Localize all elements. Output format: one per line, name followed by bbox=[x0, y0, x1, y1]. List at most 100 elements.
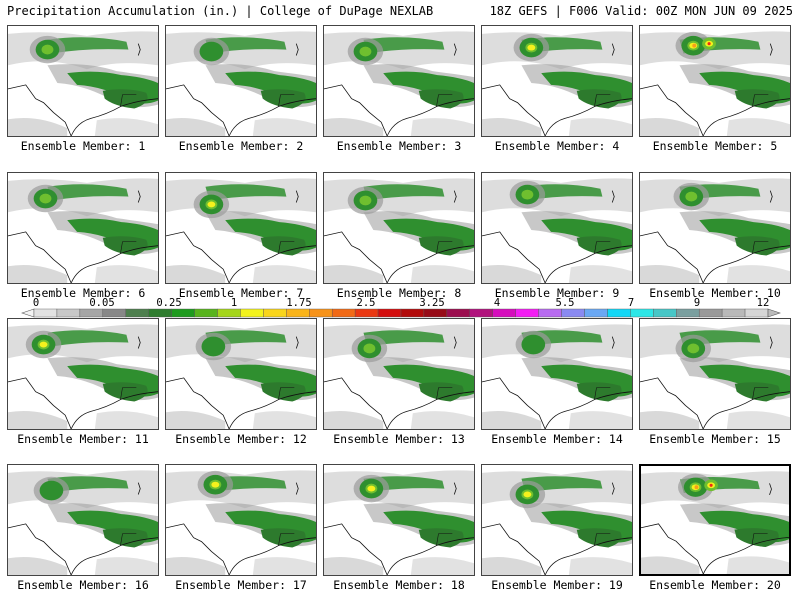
ensemble-map-panel bbox=[481, 464, 633, 576]
colorbar-tick-label: 9 bbox=[693, 297, 701, 309]
colorbar-swatch bbox=[217, 308, 241, 318]
precip-map bbox=[324, 31, 474, 136]
precip-map bbox=[640, 178, 790, 283]
precip-map bbox=[166, 324, 316, 429]
ensemble-member-label: Ensemble Member: 6 bbox=[20, 286, 146, 300]
colorbar-swatch bbox=[102, 308, 126, 318]
ensemble-map-panel bbox=[7, 25, 159, 137]
ensemble-map-panel bbox=[639, 318, 791, 430]
colorbar-swatch bbox=[469, 308, 493, 318]
colorbar-swatch bbox=[492, 308, 516, 318]
precip-map bbox=[641, 471, 789, 574]
precip-map bbox=[324, 178, 474, 283]
colorbar-swatch bbox=[331, 308, 356, 318]
ensemble-map-panel bbox=[639, 25, 791, 137]
colorbar-swatch bbox=[33, 308, 58, 318]
chart-title: Precipitation Accumulation (in.) | Colle… bbox=[7, 4, 434, 18]
ensemble-map-panel bbox=[323, 318, 475, 430]
precip-map bbox=[166, 31, 316, 136]
ensemble-map-panel bbox=[165, 464, 317, 576]
precip-map bbox=[482, 178, 632, 283]
ensemble-map-panel bbox=[165, 172, 317, 284]
precip-map bbox=[8, 31, 158, 136]
ensemble-map-panel bbox=[165, 318, 317, 430]
colorbar-tick-label: 4 bbox=[493, 297, 501, 309]
model-run-info: 18Z GEFS | F006 Valid: 00Z MON JUN 09 20… bbox=[489, 4, 793, 18]
colorbar-swatch bbox=[240, 308, 264, 318]
colorbar-swatch bbox=[286, 308, 310, 318]
colorbar-tick-label: 0.25 bbox=[156, 297, 182, 309]
ensemble-map-panel bbox=[481, 25, 633, 137]
ensemble-map-panel bbox=[165, 25, 317, 137]
ensemble-member-label: Ensemble Member: 18 bbox=[333, 578, 465, 592]
precip-map bbox=[640, 31, 790, 136]
colorbar-swatch bbox=[561, 308, 585, 318]
colorbar-swatch bbox=[607, 308, 631, 318]
colorbar-swatch bbox=[423, 308, 448, 318]
ensemble-member-label: Ensemble Member: 13 bbox=[333, 432, 465, 446]
colorbar-swatch bbox=[400, 308, 425, 318]
colorbar-tick-label: 5.5 bbox=[555, 297, 575, 309]
colorbar-swatch bbox=[653, 308, 677, 318]
colorbar-tick-label: 1 bbox=[230, 297, 238, 309]
ensemble-map-panel bbox=[7, 318, 159, 430]
colorbar-tick-label: 2.5 bbox=[356, 297, 376, 309]
ensemble-map-panel bbox=[7, 464, 159, 576]
precip-map bbox=[482, 470, 632, 575]
ensemble-member-label: Ensemble Member: 16 bbox=[17, 578, 149, 592]
precip-map bbox=[166, 178, 316, 283]
colorbar-tick-label: 12 bbox=[756, 297, 770, 309]
ensemble-member-label: Ensemble Member: 15 bbox=[649, 432, 781, 446]
colorbar-tick-label: 0.05 bbox=[89, 297, 115, 309]
colorbar-swatch bbox=[721, 308, 746, 318]
colorbar-swatch bbox=[263, 308, 287, 318]
ensemble-member-label: Ensemble Member: 20 bbox=[649, 578, 781, 592]
colorbar-swatch bbox=[744, 308, 769, 318]
ensemble-member-label: Ensemble Member: 12 bbox=[175, 432, 307, 446]
colorbar-tick-label: 7 bbox=[627, 297, 635, 309]
colorbar-swatch bbox=[56, 308, 81, 318]
colorbar-swatch bbox=[125, 308, 149, 318]
precip-colorbar bbox=[21, 308, 781, 318]
ensemble-member-label: Ensemble Member: 10 bbox=[649, 286, 781, 300]
ensemble-member-label: Ensemble Member: 8 bbox=[336, 286, 462, 300]
precip-map bbox=[8, 470, 158, 575]
precip-map bbox=[482, 31, 632, 136]
ensemble-member-label: Ensemble Member: 5 bbox=[652, 139, 778, 153]
colorbar-swatch bbox=[354, 308, 379, 318]
ensemble-member-label: Ensemble Member: 11 bbox=[17, 432, 149, 446]
precip-map bbox=[324, 324, 474, 429]
precip-map bbox=[482, 324, 632, 429]
ensemble-map-panel bbox=[481, 318, 633, 430]
colorbar-tick-label: 3.25 bbox=[419, 297, 445, 309]
ensemble-map-panel bbox=[323, 464, 475, 576]
ensemble-member-label: Ensemble Member: 9 bbox=[494, 286, 620, 300]
colorbar-swatch bbox=[79, 308, 104, 318]
ensemble-map-panel bbox=[639, 172, 791, 284]
colorbar-swatch bbox=[171, 308, 195, 318]
colorbar-tick-label: 0 bbox=[32, 297, 40, 309]
ensemble-member-label: Ensemble Member: 7 bbox=[178, 286, 304, 300]
precip-map bbox=[8, 178, 158, 283]
precip-map bbox=[166, 470, 316, 575]
precip-map bbox=[8, 324, 158, 429]
ensemble-member-label: Ensemble Member: 14 bbox=[491, 432, 623, 446]
colorbar-swatch bbox=[148, 308, 172, 318]
precip-map bbox=[640, 324, 790, 429]
colorbar-swatch bbox=[309, 308, 333, 318]
colorbar-arrow-right bbox=[767, 308, 781, 318]
colorbar-swatch bbox=[446, 308, 471, 318]
ensemble-map-panel bbox=[639, 464, 791, 576]
ensemble-map-panel bbox=[481, 172, 633, 284]
ensemble-member-label: Ensemble Member: 4 bbox=[494, 139, 620, 153]
ensemble-map-panel bbox=[323, 172, 475, 284]
precip-map bbox=[324, 470, 474, 575]
ensemble-member-label: Ensemble Member: 1 bbox=[20, 139, 146, 153]
colorbar-swatch bbox=[515, 308, 539, 318]
ensemble-member-label: Ensemble Member: 2 bbox=[178, 139, 304, 153]
colorbar-swatch bbox=[538, 308, 562, 318]
colorbar-tick-label: 1.75 bbox=[286, 297, 312, 309]
ensemble-member-label: Ensemble Member: 3 bbox=[336, 139, 462, 153]
colorbar-swatch bbox=[377, 308, 402, 318]
colorbar-arrow-left bbox=[21, 308, 35, 318]
